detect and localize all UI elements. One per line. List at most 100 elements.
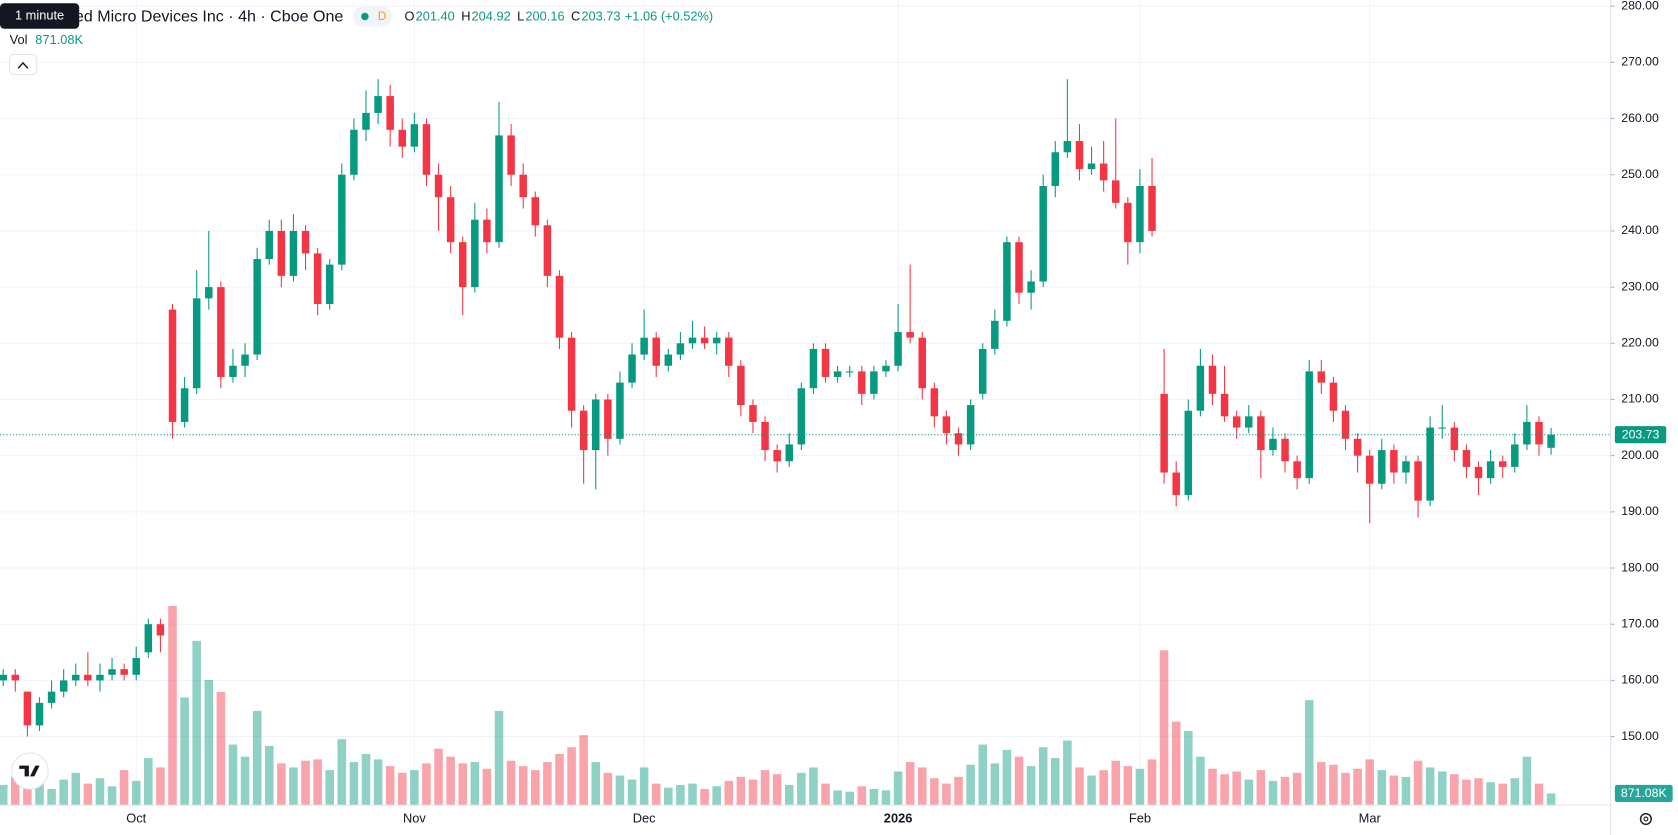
volume-bar	[1002, 749, 1012, 806]
change-value: +1.06 (+0.52%)	[625, 8, 713, 23]
volume-bar	[555, 753, 564, 806]
volume-bar	[1208, 768, 1217, 806]
x-tick-label: Nov	[403, 810, 426, 825]
logo-circle	[11, 752, 49, 790]
volume-bar	[349, 762, 359, 806]
volume-bar	[482, 768, 492, 806]
volume-bar	[1486, 782, 1495, 806]
symbol-title[interactable]: Advanced Micro Devices Inc · 4h · Cboe O…	[21, 7, 343, 25]
volume-bar	[301, 760, 310, 806]
candle-body	[180, 388, 189, 422]
y-tick-label: 250.00	[1621, 167, 1659, 181]
volume-bar	[845, 791, 854, 806]
candle-body	[0, 674, 7, 681]
price-pane	[0, 79, 1611, 737]
volume-bar	[1135, 768, 1145, 806]
candle-body	[821, 348, 830, 378]
logo[interactable]	[11, 752, 49, 790]
gear-icon	[1639, 812, 1652, 826]
candle-body	[229, 365, 237, 378]
ohlc-value: 204.92	[472, 8, 511, 23]
candle-body	[737, 365, 745, 406]
status-dot	[361, 12, 369, 21]
volume-bar	[1462, 779, 1471, 806]
volume-bar	[1474, 778, 1483, 806]
candle-body	[1075, 141, 1084, 170]
candle-body	[1535, 421, 1543, 445]
volume-bar	[700, 788, 709, 806]
candle-body	[858, 371, 866, 394]
candle-body	[1184, 410, 1193, 495]
volume-bar	[1014, 756, 1024, 806]
candle-body	[773, 450, 781, 462]
candle-body	[192, 298, 201, 389]
ohlc-label: L	[517, 8, 524, 23]
candle-body	[882, 365, 890, 372]
volume-bar	[95, 778, 105, 806]
volume-bar	[23, 780, 32, 806]
volume-bar	[518, 766, 528, 806]
candle-body	[664, 354, 673, 366]
candle-body	[144, 624, 153, 653]
volume-bar	[531, 770, 540, 806]
status-pill[interactable]	[353, 6, 392, 27]
y-tick-label: 220.00	[1621, 336, 1659, 350]
volume-bar	[857, 786, 867, 806]
candle-body	[592, 399, 600, 451]
candle-body	[1027, 281, 1035, 293]
volume-bar	[651, 783, 661, 806]
candle-body	[1232, 416, 1241, 428]
volume-bar	[1099, 770, 1108, 806]
volume-bar	[1147, 759, 1157, 806]
candle-body	[1208, 365, 1217, 394]
candle-body	[241, 354, 249, 366]
candle-body	[1353, 438, 1362, 456]
candle-body	[1474, 466, 1483, 479]
candle-body	[1486, 461, 1495, 479]
volume-bar	[1425, 767, 1435, 806]
candle-body	[1390, 450, 1398, 473]
candle-body	[120, 669, 128, 675]
volume-bar	[1510, 778, 1520, 806]
collapse-button[interactable]	[9, 53, 37, 76]
candle-body	[1160, 393, 1168, 473]
candle-body	[338, 174, 346, 265]
candle-body	[1099, 163, 1108, 181]
settings[interactable]	[1639, 812, 1652, 826]
volume-bar	[1413, 760, 1423, 806]
candle-body	[23, 691, 32, 726]
candle-body	[374, 96, 382, 113]
candle-body	[325, 264, 334, 304]
candle-body	[11, 674, 20, 681]
volume-bar	[833, 790, 842, 806]
volume-bar	[724, 780, 734, 806]
volume-bar	[373, 759, 383, 806]
x-tick-label: Oct	[126, 810, 146, 825]
candle-body	[978, 348, 987, 394]
x-tick-label: 2026	[884, 810, 913, 825]
candle-body	[1269, 438, 1277, 451]
candle-body	[495, 135, 503, 243]
candle-body	[1329, 382, 1338, 411]
candle-body	[108, 669, 116, 675]
candle-body	[1426, 427, 1434, 501]
volume-bar	[1038, 747, 1048, 806]
volume-bar	[228, 744, 238, 806]
interval-badge: D	[378, 10, 387, 23]
candle-body	[531, 197, 540, 226]
header: Advanced Micro Devices Inc · 4h · Cboe O…	[0, 3, 713, 76]
candle-body	[410, 124, 419, 147]
candle-body	[386, 96, 394, 130]
gear-center	[1643, 816, 1649, 822]
volume-bar	[1050, 758, 1060, 806]
candle-body	[1523, 421, 1531, 445]
candle-body	[567, 337, 576, 411]
candle-body	[700, 337, 709, 344]
volume-bar	[1317, 762, 1326, 806]
candle-body	[640, 337, 648, 355]
volume-bar	[1232, 771, 1241, 806]
y-tick-label: 230.00	[1621, 279, 1659, 293]
volume-bar	[905, 762, 915, 806]
candle-body	[217, 287, 225, 378]
tooltip-box	[0, 3, 80, 29]
